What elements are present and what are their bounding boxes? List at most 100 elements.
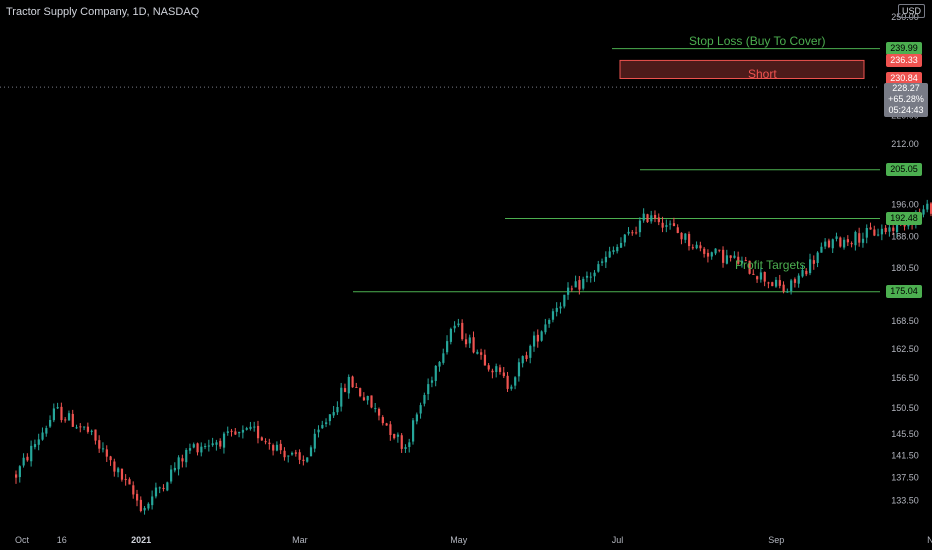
candle — [544, 318, 547, 335]
candle — [510, 384, 513, 391]
candle-body — [752, 273, 755, 275]
candle — [514, 376, 517, 390]
y-tick-label: 168.50 — [891, 316, 919, 326]
candle — [476, 349, 479, 355]
candle — [154, 482, 158, 499]
candle-body — [453, 325, 456, 329]
y-tick-label: 150.50 — [891, 403, 919, 413]
candle — [536, 329, 539, 348]
candle — [362, 392, 366, 401]
candle-body — [362, 397, 366, 401]
candle-body — [166, 482, 169, 491]
candle-body — [491, 370, 494, 373]
candle-body — [585, 275, 589, 278]
candle-body — [33, 444, 37, 448]
candle-body — [771, 282, 774, 287]
candle — [249, 421, 252, 431]
stop-loss-annotation: Stop Loss (Buy To Cover) — [689, 34, 826, 48]
candle-body — [79, 426, 82, 428]
candle — [691, 244, 694, 250]
candle — [377, 407, 381, 421]
candle-body — [400, 435, 403, 449]
candle — [578, 276, 581, 295]
candle — [355, 382, 358, 388]
candle — [317, 425, 320, 438]
candle — [49, 415, 52, 428]
candle-body — [419, 405, 422, 414]
candle — [744, 256, 747, 262]
candle-body — [408, 442, 411, 448]
candle-body — [204, 446, 207, 448]
candle-body — [321, 424, 324, 429]
candle — [623, 233, 626, 247]
candle-body — [601, 261, 604, 263]
candle-body — [207, 445, 211, 447]
candle-body — [555, 307, 558, 312]
candle-body — [691, 247, 694, 249]
candle — [680, 232, 683, 245]
candle — [325, 418, 328, 428]
candle — [101, 442, 105, 453]
candle-body — [412, 420, 415, 442]
candle-body — [461, 322, 464, 340]
candle — [740, 256, 744, 268]
candle-body — [101, 448, 105, 450]
candle — [309, 445, 313, 457]
candle-body — [287, 455, 290, 457]
candle — [302, 455, 305, 466]
candle-body — [812, 260, 815, 264]
candle — [279, 439, 282, 455]
candle-body — [873, 229, 876, 236]
candle-body — [858, 233, 861, 243]
candle — [22, 453, 25, 468]
candle-body — [782, 284, 785, 292]
candle — [616, 244, 619, 254]
candle-body — [650, 215, 653, 222]
candle — [589, 272, 592, 283]
candle — [151, 490, 154, 510]
candle — [374, 403, 377, 413]
candle — [158, 486, 161, 494]
candle — [703, 246, 706, 258]
candle — [767, 281, 770, 289]
candle-body — [567, 287, 570, 295]
candle — [124, 474, 127, 486]
candle-body — [98, 440, 101, 449]
candle-body — [37, 439, 40, 445]
price-tag-short-top: 236.33 — [886, 53, 922, 67]
candle — [464, 333, 468, 348]
candle — [321, 420, 324, 429]
y-tick-label: 137.50 — [891, 473, 919, 483]
candle-body — [313, 433, 316, 449]
candle — [264, 438, 267, 445]
price-tag-stop-loss: 239.99 — [886, 42, 922, 56]
candle-body — [877, 234, 880, 236]
currency-button[interactable]: USD — [898, 4, 926, 18]
candle-body — [370, 395, 373, 408]
candle-body — [790, 280, 793, 291]
candle-body — [222, 433, 226, 448]
candle — [570, 285, 573, 292]
candle — [843, 237, 846, 250]
candle — [340, 382, 343, 412]
candle — [52, 403, 56, 423]
candle-body — [245, 428, 248, 430]
candle-body — [638, 220, 642, 233]
candle — [506, 371, 509, 392]
candle-body — [597, 264, 600, 272]
candle — [718, 249, 721, 253]
candle-body — [850, 243, 853, 245]
candle-body — [52, 408, 56, 421]
candle — [729, 255, 732, 262]
candle — [336, 401, 339, 416]
candle-body — [67, 413, 71, 421]
candle-body — [438, 361, 441, 367]
candle — [892, 225, 895, 235]
x-tick-label: Mar — [292, 535, 308, 545]
candle — [593, 270, 596, 282]
candle-body — [699, 245, 702, 249]
candle-body — [854, 232, 857, 246]
candle — [234, 427, 237, 436]
candle — [495, 363, 498, 378]
